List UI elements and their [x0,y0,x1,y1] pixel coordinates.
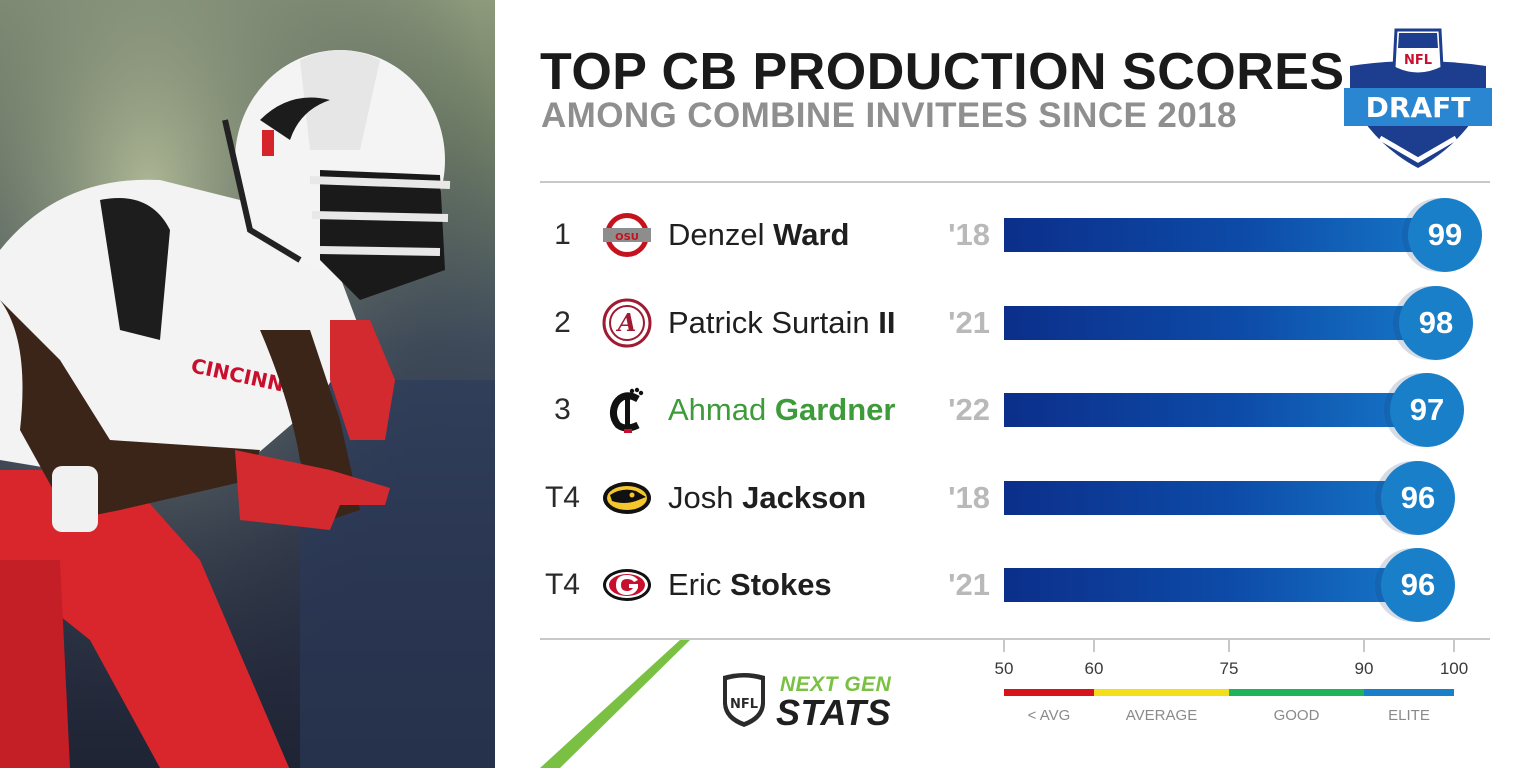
player-photo-illustration: CINCINNATI [0,0,495,768]
player-first-name: Ahmad [668,392,767,427]
ranking-row: 3 Ahmad Gardner '22 97 [540,370,1500,450]
bottom-divider [540,638,1490,640]
player-last-name: Gardner [774,392,896,427]
tier-segment [1094,689,1229,696]
player-name: Denzel Ward [668,195,849,275]
svg-text:A: A [616,308,637,337]
row-rank: 1 [554,218,571,251]
draft-year: '18 [948,217,990,252]
score-badge: 97 [1390,373,1464,447]
row-rank: 3 [554,393,571,426]
tier-segment [1229,689,1364,696]
draft-year: '18 [948,479,990,515]
tier-label: GOOD [1273,707,1320,724]
scale-tick-label: 60 [1084,659,1104,678]
player-first-name: Denzel [668,217,765,252]
player-name: Josh Jackson [668,458,866,538]
ranking-row: T4 Eric Stokes '21 96 [540,545,1500,625]
player-name: Ahmad Gardner [668,370,895,450]
ranking-row: 2 A Patrick Surtain II '21 98 [540,283,1500,363]
row-rank: 2 [554,305,571,339]
scale-tick-label: 90 [1354,659,1374,678]
player-photo: CINCINNATI [0,0,495,768]
ngs-wordmark-bottom: STATS [776,692,892,733]
scale-tick-label: 100 [1439,659,1469,678]
player-first-name: Eric [668,567,722,602]
chart-title: TOP CB PRODUCTION SCORES [540,43,1345,101]
nfl-shield-icon: NFL [723,673,765,727]
player-last-name: Stokes [730,567,832,602]
next-gen-stats-logo: NFL NEXT GEN STATS [720,670,920,733]
score-badge: 96 [1381,548,1455,622]
ranking-row: 1 OSU Denzel Ward '18 99 [540,195,1500,275]
player-suffix: II [878,304,896,340]
scale-tick-label: 50 [994,659,1014,678]
draft-year: '22 [948,392,990,427]
player-name: Eric Stokes [668,545,832,625]
score-badge: 96 [1381,460,1455,535]
tier-label: < AVG [1027,707,1071,724]
shield-text: NFL [730,697,758,712]
draft-year: '21 [948,304,990,340]
green-accent-stripe [540,640,690,768]
chart-subtitle: AMONG COMBINE INVITEES SINCE 2018 [541,96,1237,135]
score-bar [1004,305,1436,340]
player-last-name: Ward [773,217,850,252]
player-last-name: Jackson [742,479,867,515]
ohio-state-logo: OSU [603,213,651,257]
row-rank: T4 [544,568,580,601]
cincinnati-logo [609,387,644,433]
score-bar [1004,480,1418,515]
ranking-row: T4 Josh Jackson '18 96 [540,458,1500,538]
player-first-name: Patrick [668,304,763,340]
georgia-logo [603,569,651,601]
ngs-wordmark-top: NEXT GEN [780,673,892,696]
player-first-name: Josh [668,479,734,515]
score-badge: 99 [1408,198,1482,272]
draft-logo-league: NFL [1404,53,1432,68]
tier-segment [1364,689,1454,696]
score-bar [1004,568,1418,602]
draft-year: '21 [948,567,990,602]
alabama-logo: A [602,298,652,347]
score-bar [1004,393,1427,427]
scale-tick-label: 75 [1219,659,1239,678]
draft-logo-word: DRAFT [1366,91,1471,124]
iowa-logo [603,481,651,514]
player-name: Patrick Surtain II [668,283,895,363]
tier-label: AVERAGE [1125,707,1198,724]
score-badge: 98 [1399,285,1473,360]
tier-label: ELITE [1388,707,1430,724]
svg-text:OSU: OSU [615,232,639,243]
top-divider [540,181,1490,183]
player-last-name: Surtain [771,304,870,340]
nfl-draft-logo: NFL DRAFT [1344,28,1492,168]
row-rank: T4 [544,480,580,514]
score-bar [1004,218,1445,252]
tier-segment [1004,689,1094,696]
